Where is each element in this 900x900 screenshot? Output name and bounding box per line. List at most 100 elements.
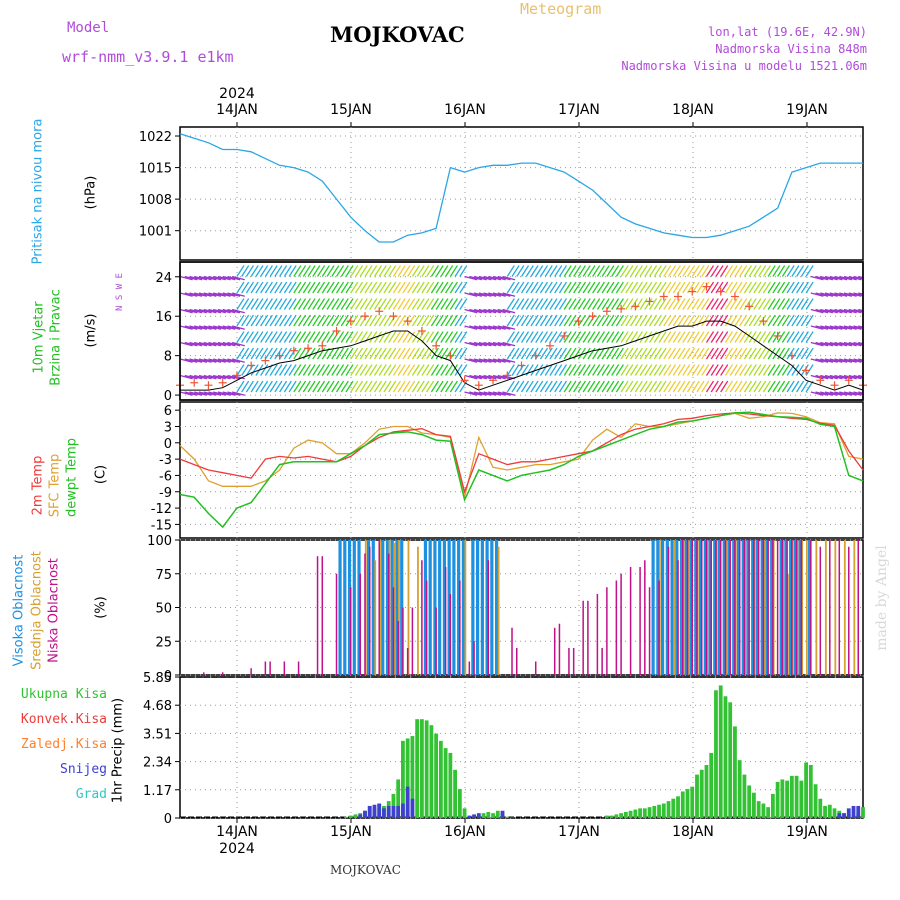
wind-barb — [326, 265, 335, 277]
wind-barb — [293, 281, 302, 294]
wind-barb — [525, 380, 534, 393]
wind-barb — [478, 308, 492, 314]
cloud-high-bar — [494, 540, 499, 675]
wind-barb — [464, 341, 478, 347]
wind-barb — [630, 314, 639, 327]
wind-barb — [539, 380, 549, 393]
wind-barb — [658, 331, 667, 343]
wind-barb — [473, 391, 487, 396]
cloud-high-bar — [347, 540, 352, 675]
wind-barb — [459, 364, 468, 376]
legend-zaledj: Zaledj.Kisa — [20, 737, 107, 752]
wind-barb — [786, 314, 795, 327]
wind-barb — [734, 331, 743, 343]
wind-barb — [279, 331, 288, 343]
wind-barb — [435, 380, 444, 393]
wind-barb — [573, 380, 582, 393]
wind-barb — [824, 308, 838, 314]
cloud-high-bar — [461, 540, 465, 675]
wind-barb — [227, 308, 241, 314]
elevation-label: Nadmorska Visina 848m — [715, 42, 867, 56]
wind-barb — [373, 281, 383, 294]
snow-bar — [363, 810, 367, 818]
wind-barb — [298, 364, 307, 376]
wind-barb — [198, 275, 212, 281]
wind-barb — [786, 380, 795, 393]
wind-barb — [848, 275, 862, 281]
wind-barb — [701, 281, 710, 294]
wind-barb — [834, 374, 848, 380]
wind-barb — [573, 298, 582, 310]
wind-barb — [378, 364, 387, 376]
wind-barb — [511, 281, 520, 294]
wind-barb — [520, 331, 530, 343]
wind-barb — [449, 380, 458, 393]
wind-barb — [189, 358, 203, 363]
wind-barb — [611, 265, 620, 277]
snow-bar — [358, 814, 363, 818]
wind-barb — [326, 364, 335, 376]
wind-barb — [853, 275, 863, 280]
snow-bar — [396, 805, 401, 818]
cloud-high-bar — [452, 540, 456, 675]
wind-barb — [630, 347, 639, 360]
cloud-high-bar — [357, 540, 361, 675]
wind-barb — [350, 380, 359, 393]
wind-barb — [710, 331, 719, 343]
cloud-low-bar — [364, 553, 366, 675]
wind-barb — [791, 380, 800, 393]
wind-barb — [227, 275, 241, 281]
wind-barb — [469, 341, 483, 347]
rain-bar — [344, 816, 348, 818]
cloud-low-bar — [729, 540, 731, 675]
wind-barb — [791, 331, 800, 343]
wind-barb — [615, 265, 624, 277]
wind-barb — [388, 314, 397, 327]
wind-barb — [848, 391, 862, 396]
wind-barb — [478, 358, 492, 363]
wind-barb — [454, 298, 463, 310]
wind-barb — [573, 314, 582, 327]
cloud-mid-bar — [497, 546, 500, 675]
wind-barb — [369, 331, 378, 343]
rain-bar — [685, 789, 690, 818]
wind-barb — [739, 347, 748, 360]
wind-barb — [241, 380, 250, 393]
wind-barb — [274, 265, 283, 277]
wind-barb — [407, 380, 416, 393]
wind-barb — [464, 325, 478, 330]
cloud-mid-bar — [843, 540, 846, 675]
cloud-low-bar — [776, 540, 779, 675]
cloud-low-bar — [606, 587, 608, 675]
wind-barb — [777, 298, 786, 310]
wind-barb — [815, 391, 829, 396]
wind-barb — [397, 314, 406, 327]
wind-barb — [672, 281, 681, 294]
wind-barb — [620, 347, 629, 360]
wind-barb — [497, 325, 511, 330]
wind-barb — [839, 341, 853, 347]
cloud-high-bar — [395, 540, 399, 675]
wind-barb — [677, 380, 686, 393]
cloud-high-bar — [442, 540, 447, 675]
wind-barb — [274, 298, 283, 310]
wind-barb — [734, 298, 743, 310]
wind-barb — [862, 375, 863, 377]
wind-barb — [601, 281, 610, 294]
cloud-low-bar — [658, 580, 660, 675]
wind-barb — [445, 281, 454, 294]
y-tick-label: 1001 — [139, 225, 172, 240]
rain-bar — [766, 807, 771, 818]
wind-barb — [255, 347, 264, 360]
wind-barb — [705, 331, 715, 343]
wind-barb — [824, 325, 838, 330]
wind-barb — [777, 380, 786, 393]
wind-barb — [573, 331, 582, 343]
wind-barb — [691, 364, 700, 376]
wind-barb — [639, 314, 648, 327]
wind-barb — [184, 308, 198, 314]
wind-barb — [293, 314, 302, 327]
wind-barb — [843, 325, 857, 330]
wind-barb — [577, 347, 586, 360]
wind-barb — [786, 331, 795, 343]
